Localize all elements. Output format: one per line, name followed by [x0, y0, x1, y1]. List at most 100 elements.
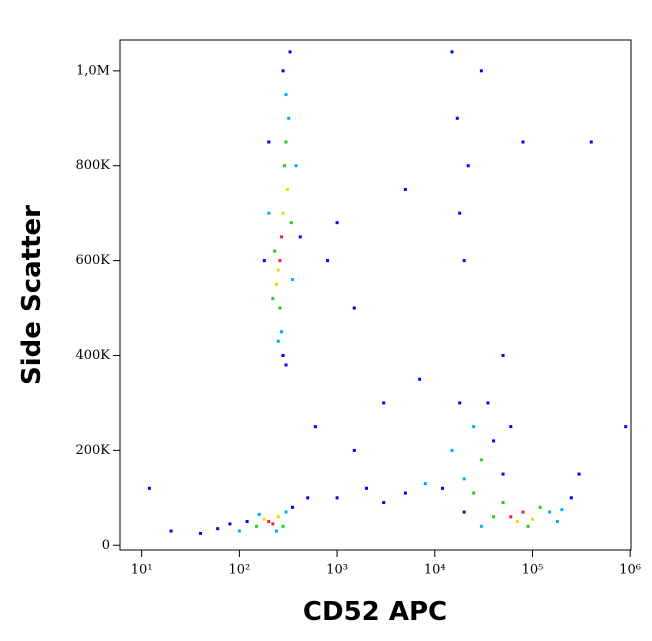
point	[509, 425, 513, 429]
point	[262, 517, 266, 521]
point	[418, 377, 422, 381]
point	[521, 140, 525, 144]
point	[291, 278, 295, 282]
point	[306, 496, 310, 500]
point	[462, 510, 466, 514]
point	[278, 306, 282, 310]
point	[569, 496, 573, 500]
point	[472, 491, 476, 495]
point	[284, 363, 288, 367]
point	[275, 282, 279, 286]
point	[589, 140, 593, 144]
y-tick-label: 0	[102, 538, 110, 553]
point	[521, 510, 525, 514]
plot-frame	[119, 39, 632, 551]
point	[450, 448, 454, 452]
point	[245, 520, 249, 524]
point	[271, 522, 275, 526]
x-tick-label: 10⁴	[424, 563, 446, 578]
point	[382, 401, 386, 405]
point	[479, 524, 483, 528]
point	[560, 508, 564, 512]
point	[281, 353, 285, 357]
point	[278, 259, 282, 263]
point	[501, 353, 505, 357]
point	[492, 439, 496, 443]
point	[364, 486, 368, 490]
point	[267, 211, 271, 215]
point	[577, 472, 581, 476]
point	[458, 211, 462, 215]
point	[462, 259, 466, 263]
point	[276, 268, 280, 272]
point	[169, 529, 173, 533]
point	[271, 297, 275, 301]
x-tick-label: 10¹	[131, 563, 153, 578]
point	[281, 69, 285, 73]
point	[284, 140, 288, 144]
point	[237, 529, 241, 533]
point	[262, 259, 266, 263]
point	[509, 515, 513, 519]
point	[526, 524, 530, 528]
point	[255, 524, 259, 528]
point	[352, 306, 356, 310]
point	[313, 425, 317, 429]
point	[501, 472, 505, 476]
y-tick-label: 400K	[75, 348, 110, 363]
point	[479, 458, 483, 462]
point	[548, 510, 552, 514]
y-tick-label: 600K	[75, 253, 110, 268]
point	[492, 515, 496, 519]
point	[147, 486, 151, 490]
point	[298, 235, 302, 239]
point	[275, 529, 279, 533]
point	[285, 187, 289, 191]
point	[276, 515, 280, 519]
y-tick-label: 200K	[75, 443, 110, 458]
point	[403, 491, 407, 495]
x-tick-label: 10²	[228, 563, 250, 578]
point	[458, 401, 462, 405]
point	[479, 69, 483, 73]
point	[335, 496, 339, 500]
point	[462, 477, 466, 481]
point	[403, 187, 407, 191]
point	[486, 401, 490, 405]
point	[198, 531, 202, 535]
point	[530, 517, 534, 521]
point	[281, 524, 285, 528]
point	[335, 221, 339, 225]
point	[288, 50, 292, 54]
point	[257, 512, 261, 516]
point	[291, 505, 295, 509]
point	[382, 501, 386, 505]
point	[216, 527, 220, 531]
point	[294, 164, 298, 168]
x-tick-label: 10⁵	[522, 563, 544, 578]
point	[326, 259, 330, 263]
point	[283, 164, 287, 168]
point	[287, 116, 291, 120]
y-tick-label: 800K	[75, 158, 110, 173]
x-tick-label: 10³	[326, 563, 348, 578]
point	[284, 93, 288, 97]
y-axis-title: Side Scatter	[17, 205, 47, 385]
point	[280, 330, 284, 334]
point	[267, 520, 271, 524]
x-tick-label: 10⁶	[619, 563, 641, 578]
point	[441, 486, 445, 490]
point	[276, 339, 280, 343]
point	[273, 249, 277, 253]
point	[555, 520, 559, 524]
point	[538, 505, 542, 509]
point	[501, 501, 505, 505]
point	[280, 235, 284, 239]
point	[281, 211, 285, 215]
point	[228, 522, 232, 526]
x-axis-title: CD52 APC	[303, 597, 447, 627]
point	[466, 164, 470, 168]
point	[450, 50, 454, 54]
y-tick-label: 1,0M	[76, 63, 110, 78]
